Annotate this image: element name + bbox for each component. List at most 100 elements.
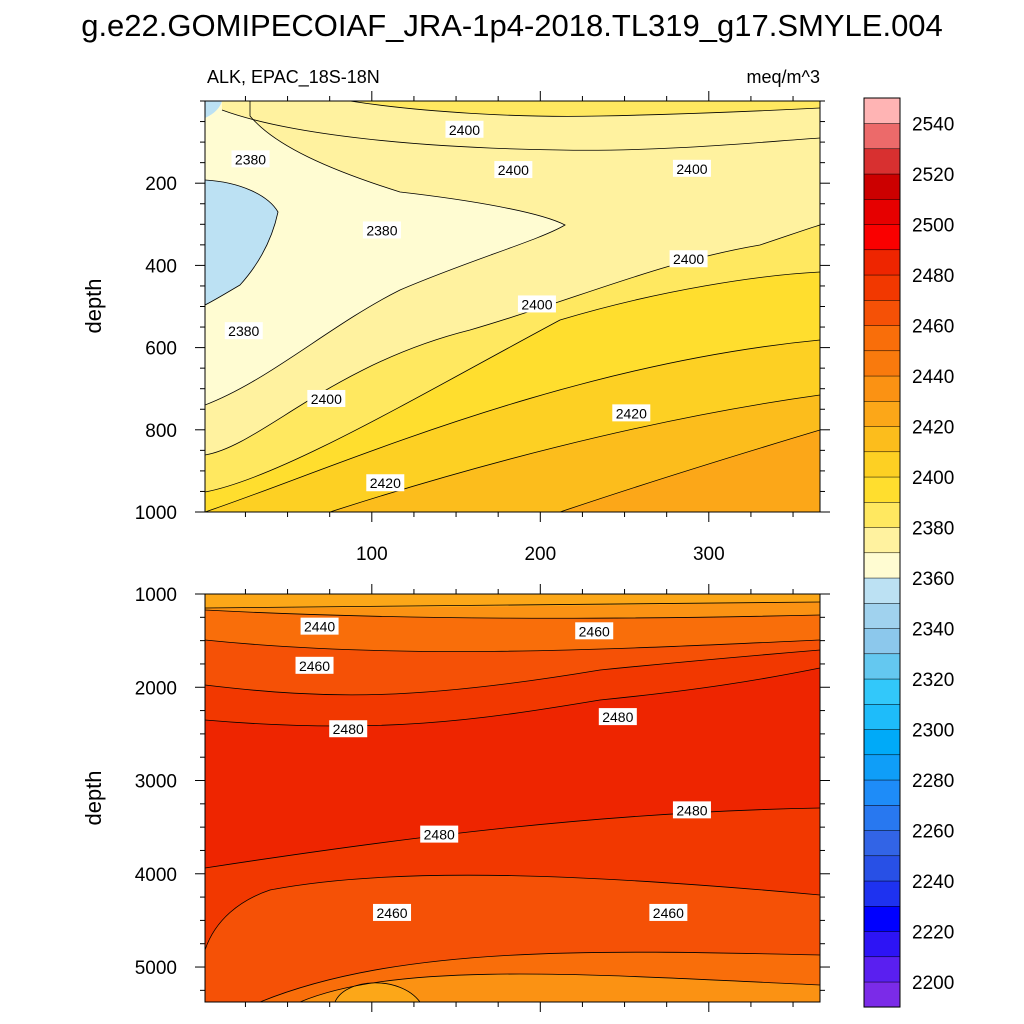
contour-label-bg [224, 322, 263, 340]
colorbar-box [863, 527, 901, 554]
colorbar-tick-label: 2260 [912, 821, 954, 842]
contour-label-text: 2440 [304, 619, 335, 635]
colorbar-box [863, 123, 901, 150]
contour-label-text: 2380 [228, 323, 259, 339]
contour-label-text: 2400 [498, 162, 529, 178]
colorbar-frame [863, 97, 901, 1008]
contour-label-bg [329, 720, 368, 738]
contour-label-text: 2460 [579, 623, 610, 639]
colorbar-box [863, 577, 901, 604]
contour-label-bg [649, 903, 688, 921]
y-tick-label: 1000 [135, 585, 177, 606]
colorbar-box [863, 779, 901, 806]
upper-y-axis-title: depth [81, 278, 106, 333]
colorbar-box [863, 97, 901, 124]
contour-label: 2400 [445, 120, 484, 138]
contour-label: 2400 [307, 389, 346, 407]
variable-label: ALK, EPAC_18S-18N [207, 67, 380, 88]
contour-label: 2420 [366, 474, 405, 492]
colorbar-tick-label: 2460 [912, 316, 954, 337]
contour-label-text: 2460 [653, 905, 684, 921]
contour-label-bg [445, 120, 484, 138]
fill-band [205, 180, 278, 305]
colorbar-box [863, 754, 901, 781]
contour-label: 2380 [224, 322, 263, 340]
contour-label: 2380 [231, 150, 270, 168]
contour-label: 2460 [295, 656, 334, 674]
y-tick-label: 1000 [135, 503, 177, 524]
colorbar-box [863, 931, 901, 958]
y-tick-label: 5000 [135, 958, 177, 979]
colorbar-box [863, 956, 901, 983]
contour-label-bg [300, 617, 339, 635]
contour-label: 2480 [420, 825, 459, 843]
contour-label-text: 2480 [676, 802, 707, 818]
fill-band [205, 594, 820, 608]
colorbar-box [863, 325, 901, 352]
colorbar-box [863, 981, 901, 1008]
x-tick-label: 100 [356, 544, 388, 565]
colorbar-tick-label: 2300 [912, 720, 954, 741]
colorbar-box [863, 173, 901, 200]
axis-ticks: 200 400 600 800 1000 100 200 300 1000 2000 3000 400… [135, 91, 830, 1012]
contour-label-bg [575, 622, 614, 640]
contour-label-bg [598, 708, 637, 726]
y-tick-label: 400 [145, 256, 177, 277]
contour-label: 2480 [598, 708, 637, 726]
colorbar-box [863, 552, 901, 579]
contour-label-bg [494, 161, 533, 179]
colorbar-tick-label: 2220 [912, 922, 954, 943]
contour-label-text: 2400 [676, 161, 707, 177]
y-tick-label: 2000 [135, 678, 177, 699]
figure-title: g.e22.GOMIPECOIAF_JRA-1p4-2018.TL319_g17… [81, 8, 943, 43]
lower-panel-fills [205, 594, 820, 1002]
contour-label-text: 2420 [616, 405, 647, 421]
fill-band [205, 101, 222, 118]
contour-label-bg [307, 389, 346, 407]
contour-label: 2460 [373, 903, 412, 921]
upper-contour-lines [205, 101, 820, 512]
contour-label-text: 2400 [311, 391, 342, 407]
colorbar-tick-label: 2320 [912, 670, 954, 691]
colorbar-tick-label: 2280 [912, 771, 954, 792]
contour-label: 2460 [649, 903, 688, 921]
colorbar-box [863, 653, 901, 680]
contour-label-bg [231, 150, 270, 168]
contour-label-text: 2480 [424, 827, 455, 843]
colorbar-box [863, 501, 901, 528]
colorbar-box [863, 703, 901, 730]
colorbar-box [863, 426, 901, 453]
contour-label-bg [420, 825, 459, 843]
contour-label-bg [669, 250, 708, 268]
contour-label-bg [672, 801, 711, 819]
contour-label-text: 2400 [521, 296, 552, 312]
colorbar-box [863, 855, 901, 882]
contour-labels: 2400 2380 2400 2400 2380 2400 2400 2380 2400 2420… [224, 120, 711, 921]
fill-band [205, 101, 565, 405]
contour-label-bg [672, 159, 711, 177]
y-tick-label: 200 [145, 174, 177, 195]
fill-band [205, 668, 820, 868]
y-tick-label: 3000 [135, 772, 177, 793]
colorbar-box [863, 198, 901, 225]
contour-label-text: 2480 [602, 709, 633, 725]
colorbar-box [863, 400, 901, 427]
colorbar-tick-label: 2500 [912, 215, 954, 236]
colorbar-tick-label: 2240 [912, 872, 954, 893]
contour-label-text: 2460 [299, 658, 330, 674]
contour-label: 2440 [300, 617, 339, 635]
colorbar-box [863, 451, 901, 478]
colorbar-box [863, 880, 901, 907]
contour-label-bg [612, 404, 651, 422]
contour-label: 2380 [362, 221, 401, 239]
contour-label-bg [517, 295, 556, 313]
lower-plot-frame [204, 593, 821, 1003]
colorbar-tick-label: 2380 [912, 518, 954, 539]
contour-label-bg [366, 474, 405, 492]
contour-label-text: 2380 [235, 151, 266, 167]
contour-label-text: 2480 [333, 721, 364, 737]
colorbar-box [863, 375, 901, 402]
y-tick-label: 800 [145, 421, 177, 442]
contour-label-text: 2460 [376, 905, 407, 921]
